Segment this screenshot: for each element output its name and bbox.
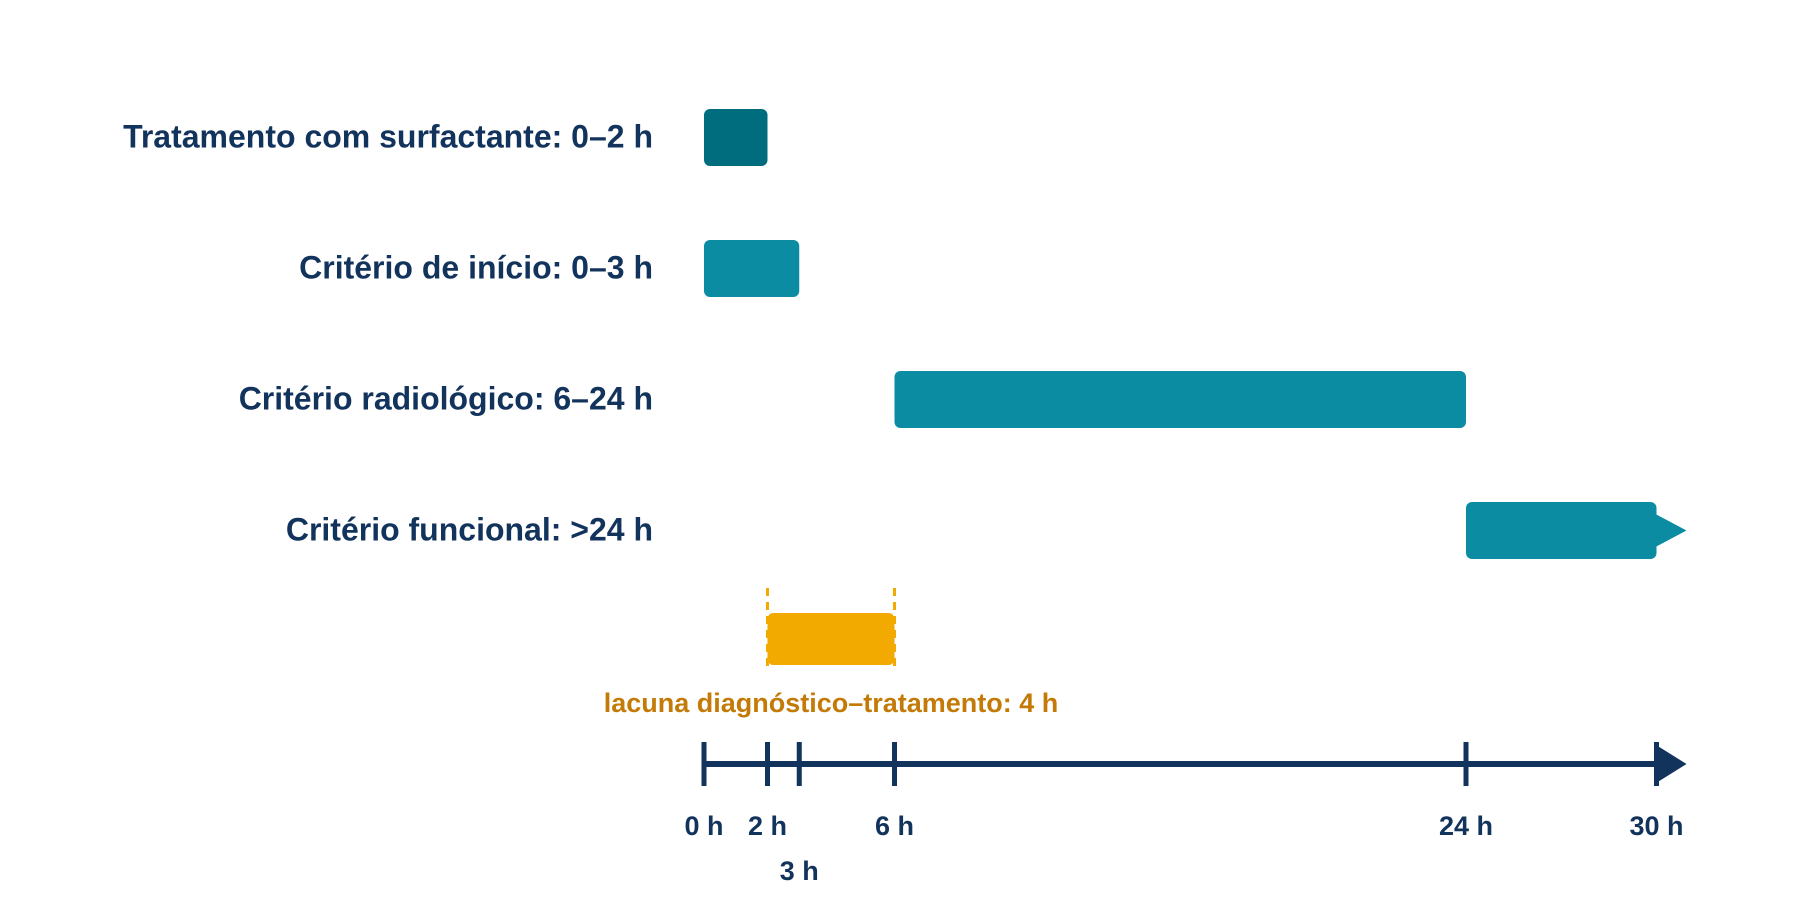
tick-label: 6 h: [875, 811, 914, 841]
time-axis: [704, 744, 1687, 784]
tick-label: 0 h: [684, 811, 723, 841]
row-label: Tratamento com surfactante: 0–2 h: [123, 119, 653, 155]
axis-arrowhead: [1654, 744, 1687, 784]
timeline-row: Tratamento com surfactante: 0–2 h: [123, 109, 768, 166]
row-label: Critério funcional: >24 h: [286, 512, 653, 548]
open-ended-arrow: [1654, 513, 1687, 548]
tick-label: 30 h: [1629, 811, 1683, 841]
tick-label: 2 h: [748, 811, 787, 841]
gap-label: lacuna diagnóstico–tratamento: 4 h: [604, 688, 1059, 718]
gap-bar: [767, 613, 895, 665]
row-bar: [704, 109, 768, 166]
tick-marks: 0 h 2 h 3 h 6 h 24 h 30 h: [684, 742, 1684, 886]
row-bar: [894, 371, 1466, 428]
row-label: Critério de início: 0–3 h: [299, 250, 653, 286]
timeline-row: Critério de início: 0–3 h: [299, 240, 800, 297]
row-bar: [704, 240, 800, 297]
row-label: Critério radiológico: 6–24 h: [239, 381, 653, 417]
rows-layer: Tratamento com surfactante: 0–2 h Critéri…: [123, 109, 1687, 559]
gap-layer: lacuna diagnóstico–tratamento: 4 h: [604, 588, 1059, 718]
tick-label: 3 h: [780, 856, 819, 886]
timeline-row: Critério funcional: >24 h: [286, 502, 1687, 559]
timeline-row: Critério radiológico: 6–24 h: [239, 371, 1466, 428]
row-bar: [1466, 502, 1657, 559]
tick-label: 24 h: [1439, 811, 1493, 841]
